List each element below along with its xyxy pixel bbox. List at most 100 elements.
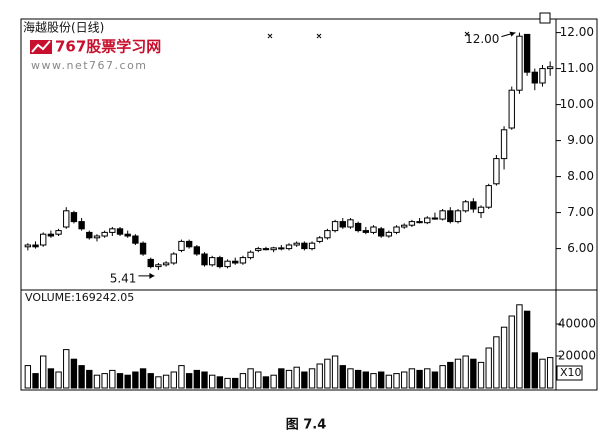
volume-bar — [470, 358, 477, 389]
volume-bar — [416, 369, 423, 389]
volume-bar — [301, 371, 308, 389]
volume-bar — [70, 358, 78, 389]
candle-body — [124, 233, 131, 237]
y-tick-label: 11.00 — [560, 61, 594, 75]
volume-bar — [431, 371, 439, 389]
y-tick-label: 9.00 — [567, 133, 594, 147]
candle-body — [523, 33, 531, 73]
candle-body — [546, 66, 554, 70]
volume-bar — [193, 369, 201, 389]
candle-body — [86, 231, 93, 239]
y-tick-label: 7.00 — [567, 205, 594, 219]
candle-body — [485, 185, 492, 208]
window-icon — [539, 12, 551, 24]
candle-body — [470, 201, 477, 210]
volume-bar — [401, 371, 408, 389]
volume-bar — [216, 376, 224, 389]
candle-body — [101, 231, 108, 237]
volume-bar — [116, 373, 124, 389]
candle-body — [324, 230, 331, 239]
volume-bar — [424, 368, 431, 389]
watermark: 767股票学习网 — [55, 38, 161, 56]
volume-bar — [185, 373, 193, 389]
volume-bar — [162, 374, 170, 389]
volume-bar — [339, 365, 346, 389]
candle-body — [239, 257, 247, 264]
candle-body — [185, 240, 193, 248]
volume-bar — [278, 368, 285, 389]
volume-bar — [155, 376, 162, 389]
y-tick-label: 12.00 — [560, 25, 594, 39]
volume-bar — [347, 368, 354, 389]
volume-bar — [308, 368, 316, 389]
frame — [20, 18, 598, 391]
candle-body — [331, 221, 339, 232]
candle-body — [316, 237, 323, 242]
candle-body — [24, 244, 32, 248]
volume-bar — [170, 371, 177, 389]
volume-bar — [539, 358, 546, 389]
candle-body — [162, 262, 170, 266]
watermark-url: www.net767.com — [31, 59, 148, 72]
volume-bar — [101, 373, 108, 389]
volume-bar — [293, 366, 300, 389]
candle-body — [447, 210, 454, 223]
volume-bar — [516, 304, 523, 389]
volume-bar — [209, 374, 216, 389]
candle-body — [178, 240, 185, 251]
volume-bar — [531, 352, 538, 389]
volume-bar — [500, 326, 508, 389]
candle-body — [308, 242, 316, 250]
volume-bar — [439, 365, 446, 389]
candle-body — [270, 247, 277, 251]
annotation: 5.41 — [110, 271, 137, 285]
volume-bar — [232, 377, 239, 389]
caption: 图 7.4 — [286, 418, 327, 433]
volume-bar — [262, 376, 270, 389]
volume-bar — [377, 371, 385, 389]
chart-title: 海越股份(日线) — [23, 20, 104, 35]
volume-bar — [324, 358, 331, 389]
volume-bar — [139, 368, 147, 389]
candle-body — [462, 201, 469, 212]
volume-bar — [132, 371, 139, 389]
y2-tick-label: 40000 — [558, 317, 596, 331]
candle-body — [301, 242, 308, 250]
candle-body — [424, 217, 431, 224]
volume-bar — [385, 374, 393, 389]
candle-body — [370, 226, 377, 233]
candle-body — [431, 217, 439, 220]
candle-body — [500, 129, 508, 160]
candle-body — [454, 210, 462, 223]
candle-body — [393, 226, 400, 233]
annotation: 12.00 — [465, 32, 499, 46]
markers — [267, 31, 470, 39]
candle-body — [362, 230, 370, 233]
volume-bar — [24, 365, 32, 389]
candle-body — [408, 221, 416, 226]
volume-bar — [40, 355, 47, 389]
candle-body — [63, 210, 70, 228]
candle-body — [224, 260, 231, 268]
candle-body — [147, 258, 154, 268]
candle-body — [255, 248, 262, 251]
volume-bar — [523, 310, 531, 389]
volume-bar — [454, 358, 462, 389]
candle-body — [439, 210, 446, 220]
candle-body — [170, 253, 177, 264]
volume-bar — [47, 368, 55, 389]
candle-body — [539, 68, 546, 84]
candle-body — [232, 260, 239, 264]
volume-bar — [447, 361, 454, 389]
volume-bar — [493, 336, 500, 389]
volume-bar — [462, 355, 469, 389]
volume-bar — [63, 349, 70, 389]
volume-bar — [270, 374, 277, 389]
y-tick-label: 10.00 — [560, 97, 594, 111]
candle-body — [116, 228, 124, 235]
candle-body — [347, 219, 354, 228]
volume-bar — [546, 357, 554, 389]
candle-body — [262, 248, 270, 251]
